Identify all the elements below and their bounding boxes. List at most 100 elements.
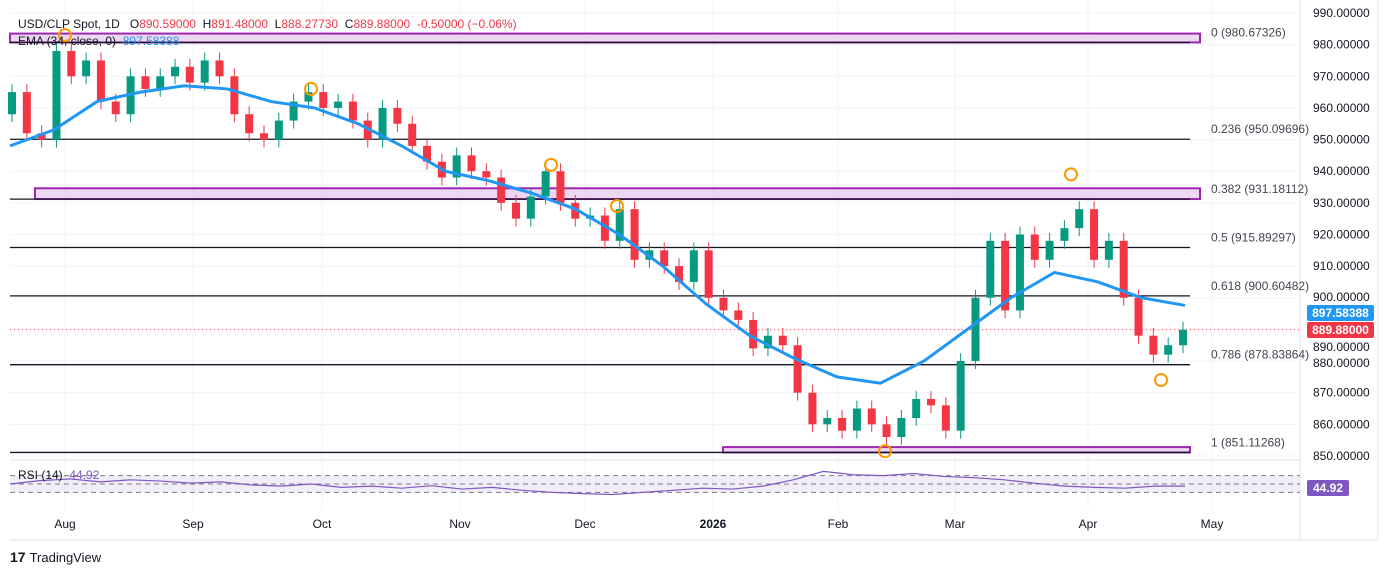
fib-level-label: 0.236 (950.09696) — [1211, 122, 1309, 136]
symbol-legend: USD/CLP Spot, 1D O890.59000 H891.48000 L… — [18, 17, 517, 31]
y-tick-label: 850.00000 — [1313, 449, 1370, 463]
rsi-value: 44.92 — [69, 468, 100, 482]
candle-body — [526, 196, 535, 219]
candle-body — [259, 133, 268, 140]
x-tick-label: 2026 — [700, 517, 727, 531]
candle-body — [378, 107, 387, 140]
change-value: -0.50000 (−0.06%) — [416, 17, 517, 31]
x-tick-label: Sep — [182, 517, 204, 531]
ema-value: 897.58388 — [122, 34, 180, 48]
candle-body — [245, 114, 254, 134]
candle-body — [482, 171, 491, 178]
candle-body — [867, 408, 876, 425]
candle-body — [82, 60, 91, 77]
x-tick-label: Feb — [828, 517, 849, 531]
candle-body — [230, 76, 239, 115]
candle-body — [200, 60, 209, 83]
y-tick-label: 970.00000 — [1313, 69, 1370, 83]
fib-level-label: 0.5 (915.89297) — [1211, 230, 1296, 244]
candle-body — [823, 417, 832, 425]
ema-label: EMA (34, close, 0) — [18, 34, 117, 48]
candle-body — [348, 101, 357, 121]
y-tick-label: 890.00000 — [1313, 340, 1370, 354]
candle-body — [1164, 345, 1173, 355]
candle-body — [393, 107, 402, 124]
candle-body — [467, 155, 476, 172]
tradingview-logo[interactable]: 17 TradingView — [10, 549, 101, 565]
rsi-line — [9, 470, 1186, 496]
candle-body — [96, 60, 105, 102]
candle-body — [111, 101, 120, 115]
high-label: H — [202, 17, 212, 31]
rsi-label: RSI (14) — [18, 468, 63, 482]
y-tick-label: 910.00000 — [1313, 259, 1370, 273]
candle-body — [1090, 209, 1099, 260]
high-value: 891.48000 — [211, 17, 268, 31]
ema-line — [9, 84, 1186, 385]
low-label: L — [274, 17, 282, 31]
candle-body — [615, 209, 624, 241]
supply-demand-zone — [722, 446, 1191, 454]
close-label: C — [344, 17, 354, 31]
fib-level-label: 0 (980.67326) — [1211, 26, 1286, 40]
candle-body — [852, 408, 861, 431]
y-tick-label: 920.00000 — [1313, 227, 1370, 241]
rsi-legend[interactable]: RSI (14) 44.92 — [18, 468, 99, 482]
candle-body — [1060, 228, 1069, 241]
candle-body — [941, 405, 950, 431]
x-tick-label: Oct — [313, 517, 332, 531]
candle-body — [927, 399, 936, 406]
candle-body — [734, 310, 743, 320]
y-tick-label: 950.00000 — [1313, 133, 1370, 147]
candle-body — [1015, 234, 1024, 311]
pivot-circle-marker — [1064, 167, 1078, 182]
x-tick-label: Nov — [449, 517, 470, 531]
symbol-label: USD/CLP Spot, 1D — [18, 17, 120, 31]
close-value: 889.88000 — [353, 17, 411, 31]
candle-body — [171, 66, 180, 77]
candle-body — [956, 361, 965, 431]
y-tick-label: 990.00000 — [1313, 6, 1370, 20]
x-tick-label: Apr — [1079, 517, 1098, 531]
candle-body — [215, 60, 224, 77]
candle-body — [52, 50, 61, 140]
candle-body — [37, 133, 46, 140]
y-tick-label: 860.00000 — [1313, 417, 1370, 431]
y-tick-label: 900.00000 — [1313, 290, 1370, 304]
x-tick-label: Dec — [574, 517, 595, 531]
pivot-circle-marker — [304, 81, 318, 96]
candle-body — [1134, 297, 1143, 336]
candle-body — [1104, 240, 1113, 260]
candle-body — [156, 76, 165, 89]
candle-body — [274, 120, 283, 140]
last-price-tag: 889.88000 — [1307, 322, 1374, 338]
fib-level-label: 0.786 (878.83864) — [1211, 348, 1309, 362]
candle-body — [808, 392, 817, 425]
pivot-circle-marker — [610, 199, 624, 214]
candle-body — [185, 66, 194, 83]
open-label: O — [129, 17, 140, 31]
candle-body — [986, 240, 995, 298]
candle-body — [452, 155, 461, 178]
candle-body — [600, 215, 609, 241]
low-value: 888.27730 — [281, 17, 339, 31]
candle-body — [704, 250, 713, 298]
candle-body — [778, 335, 787, 346]
candle-body — [1075, 209, 1084, 229]
y-tick-label: 880.00000 — [1313, 356, 1370, 370]
candle-body — [763, 335, 772, 349]
candle-body — [423, 145, 432, 162]
rsi-value-tag: 44.92 — [1307, 480, 1349, 496]
pivot-circle-marker — [544, 157, 558, 172]
candle-body — [497, 177, 506, 203]
y-tick-label: 930.00000 — [1313, 196, 1370, 210]
candle-body — [408, 123, 417, 146]
candle-body — [675, 266, 684, 282]
candle-body — [22, 92, 31, 134]
ema-legend[interactable]: EMA (34, close, 0) 897.58388 — [18, 34, 179, 48]
candle-body — [971, 297, 980, 362]
candle-body — [319, 92, 328, 108]
ema-price-tag: 897.58388 — [1307, 305, 1374, 321]
candle-body — [67, 50, 76, 77]
